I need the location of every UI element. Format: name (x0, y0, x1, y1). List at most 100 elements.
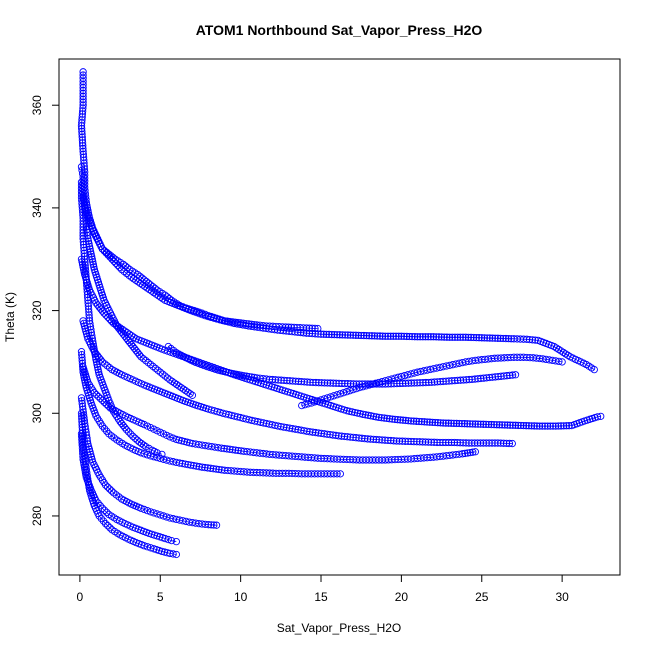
data-point (79, 265, 88, 274)
data-point (506, 421, 514, 429)
data-point (237, 371, 245, 379)
data-point (425, 378, 433, 387)
data-point (178, 459, 187, 468)
data-point (427, 333, 435, 341)
data-point (195, 463, 203, 471)
data-point (496, 334, 505, 343)
data-point (378, 332, 387, 340)
data-point (381, 332, 389, 340)
data-point (204, 464, 212, 472)
data-point (104, 313, 112, 321)
data-point (387, 332, 395, 340)
data-point (401, 437, 409, 445)
data-point (250, 323, 259, 331)
data-point (503, 372, 511, 380)
data-point (458, 450, 467, 458)
data-point (463, 420, 471, 428)
data-point (367, 412, 375, 420)
data-point (312, 378, 320, 387)
data-point (451, 376, 459, 385)
data-point (437, 333, 446, 341)
data-point (402, 416, 410, 425)
data-point (106, 253, 114, 261)
data-point (508, 439, 516, 448)
data-point (349, 331, 357, 339)
data-point (465, 375, 473, 384)
data-point (552, 422, 560, 430)
data-point (372, 435, 380, 444)
data-point (455, 419, 463, 428)
data-point (77, 409, 86, 417)
data-point (470, 333, 478, 342)
data-point (355, 434, 363, 442)
data-point (201, 463, 209, 472)
data-point (429, 333, 438, 341)
data-point (282, 423, 291, 432)
data-point (407, 417, 415, 425)
data-point (284, 323, 293, 331)
data-point (97, 514, 105, 523)
y-tick-label: 280 (30, 506, 44, 526)
x-tick-label: 25 (475, 590, 489, 604)
data-point (79, 211, 87, 219)
data-point (96, 502, 104, 510)
data-point (87, 250, 95, 258)
data-point (378, 380, 387, 388)
data-point (80, 243, 88, 252)
data-point (78, 110, 87, 118)
data-point (294, 328, 302, 336)
chart-title: ATOM1 Northbound Sat_Vapor_Press_H2O (196, 22, 483, 38)
data-point (427, 438, 435, 446)
data-point (151, 364, 160, 372)
data-point (461, 449, 469, 458)
data-point (297, 426, 305, 434)
data-point (282, 327, 290, 335)
data-point (285, 424, 294, 432)
data-point (375, 436, 383, 444)
data-point (376, 332, 384, 340)
data-point (98, 422, 107, 430)
series-5 (77, 394, 221, 529)
data-point (329, 431, 337, 439)
data-point (361, 411, 370, 419)
data-point (253, 323, 262, 331)
data-point (433, 438, 441, 447)
data-point (79, 220, 87, 228)
data-point (79, 86, 87, 95)
data-point (384, 436, 392, 445)
data-point (78, 127, 86, 136)
data-point (416, 333, 424, 341)
data-point (439, 438, 447, 447)
data-point (245, 322, 253, 330)
data-point (186, 390, 194, 398)
data-point (183, 438, 191, 446)
data-point (317, 429, 325, 438)
data-point (217, 444, 226, 452)
data-point (339, 389, 348, 397)
data-point (100, 506, 109, 514)
data-point (465, 439, 473, 447)
data-point (79, 455, 87, 464)
data-point (391, 415, 399, 424)
data-point (116, 263, 124, 272)
data-point (129, 432, 137, 441)
data-point (289, 377, 297, 385)
data-point (139, 355, 148, 363)
y-axis-label: Theta (K) (3, 292, 17, 342)
data-point (345, 407, 354, 415)
data-point (83, 290, 92, 299)
data-point (172, 537, 180, 546)
data-point (206, 464, 215, 472)
data-point (395, 437, 404, 445)
data-point (122, 426, 131, 434)
data-point (114, 261, 122, 270)
data-point (279, 327, 288, 335)
data-point (99, 517, 108, 525)
data-point (102, 249, 110, 257)
data-point (384, 332, 392, 340)
data-point (189, 461, 198, 470)
data-point (242, 372, 251, 380)
data-point (511, 421, 520, 429)
data-point (456, 439, 464, 447)
data-point (104, 251, 112, 259)
